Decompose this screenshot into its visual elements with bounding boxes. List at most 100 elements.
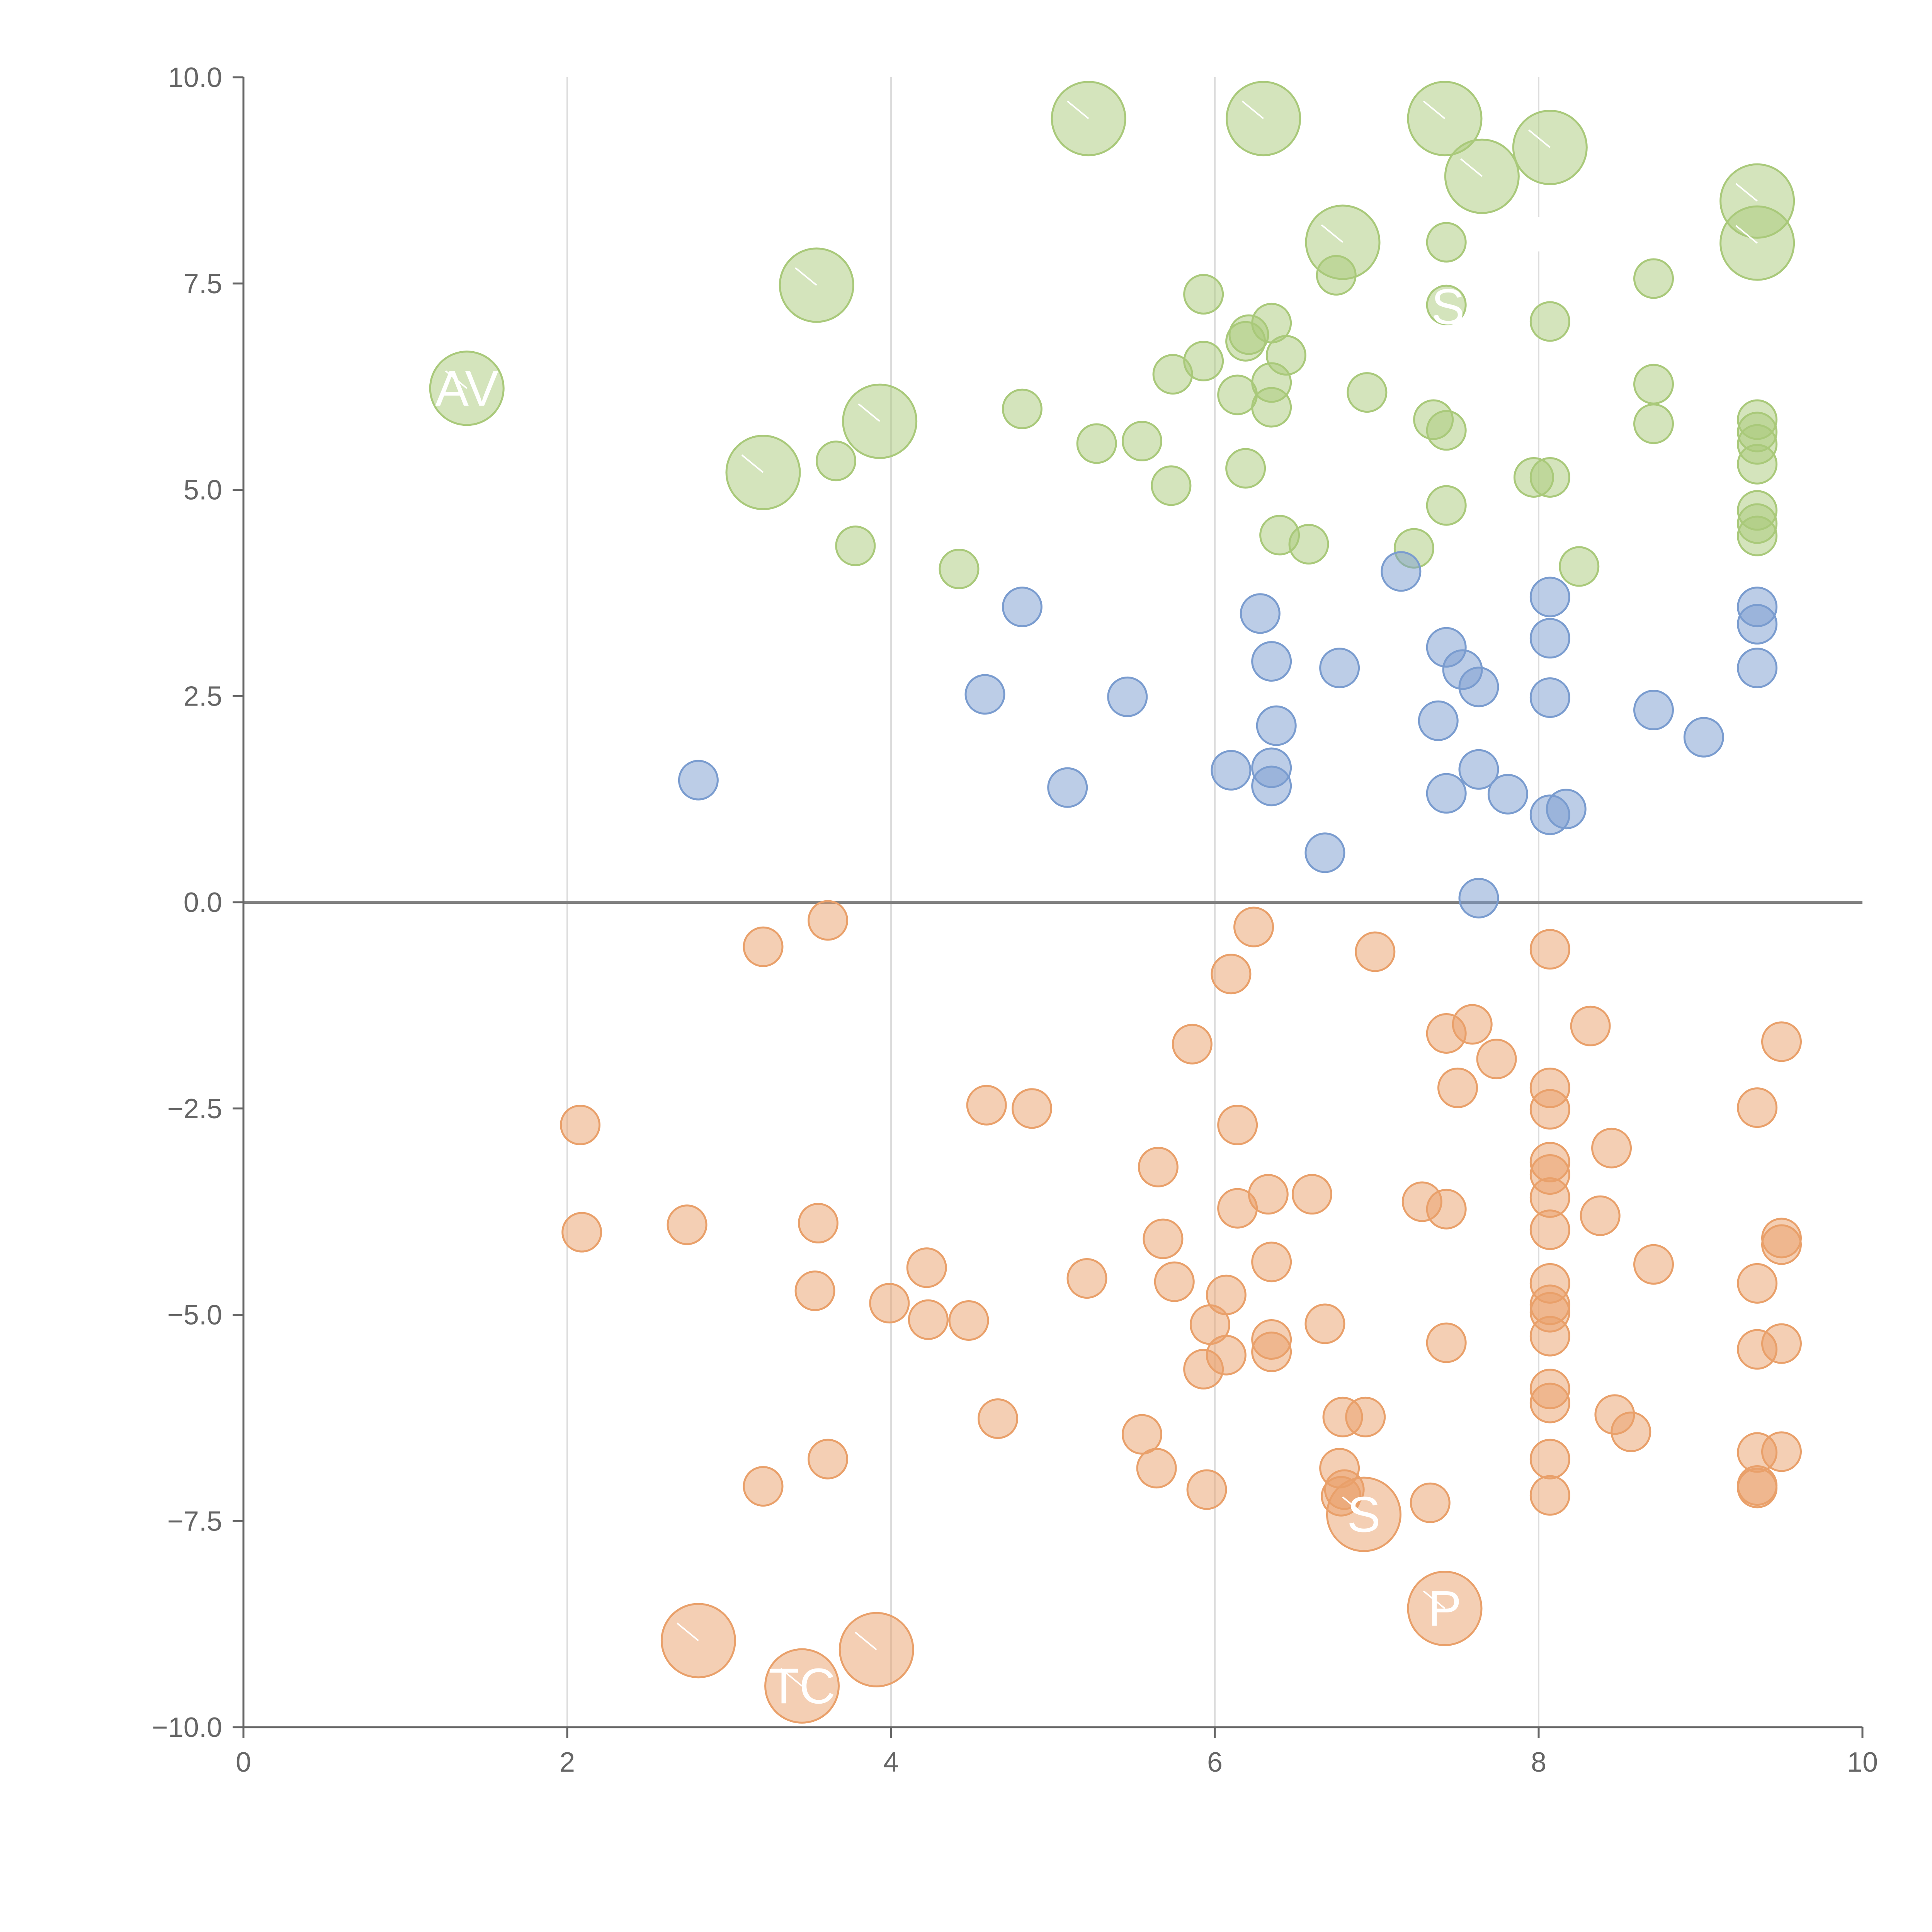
data-point-low <box>1186 1469 1227 1510</box>
data-point-low <box>1529 929 1570 970</box>
data-point-low <box>798 1203 838 1244</box>
data-point-high <box>1076 423 1117 464</box>
data-point-low <box>978 1398 1019 1439</box>
data-point-high <box>1559 546 1600 587</box>
y-tick-label: 5.0 <box>184 475 222 506</box>
data-point-mid <box>1251 765 1292 806</box>
data-point-low <box>1633 1244 1674 1285</box>
data-point-mid <box>1458 878 1499 918</box>
y-tick-label: 0.0 <box>184 887 222 918</box>
data-point-high <box>1225 321 1266 362</box>
data-point-mid <box>1529 577 1570 617</box>
label-leader-line <box>1423 100 1446 119</box>
data-point-high <box>1426 485 1467 526</box>
data-point-low <box>1211 954 1252 995</box>
data-point-low <box>1737 1263 1778 1304</box>
data-point-high <box>1121 421 1162 462</box>
data-point-mid <box>1633 690 1674 731</box>
data-point-high <box>1633 364 1674 405</box>
data-point-low <box>1291 1174 1332 1215</box>
x-tick-label: 6 <box>1207 1747 1223 1778</box>
data-point-high <box>1426 284 1467 325</box>
data-point-low <box>1121 1414 1162 1455</box>
data-point-mid <box>1418 700 1459 741</box>
data-point-low <box>1345 1396 1386 1437</box>
data-point-low <box>869 1283 910 1324</box>
label-leader-line <box>1735 225 1758 244</box>
data-point-low <box>1410 1482 1451 1523</box>
data-point-low <box>1529 1439 1570 1480</box>
y-tick-label: −10.0 <box>152 1712 222 1743</box>
data-point-low <box>1066 1258 1107 1299</box>
label-leader-line <box>1066 100 1089 119</box>
data-point-high <box>835 526 876 566</box>
data-point-mid <box>1381 551 1422 592</box>
data-point-high <box>1251 387 1292 428</box>
label-leader-line <box>1460 158 1483 177</box>
y-tick-label: −5.0 <box>167 1300 222 1331</box>
data-point-mid <box>1256 705 1297 746</box>
data-point-mid <box>1529 618 1570 659</box>
label-leader-line <box>677 1622 699 1641</box>
data-point-low <box>560 1104 601 1145</box>
data-point-high <box>1737 515 1778 556</box>
data-point-mid <box>1737 648 1778 689</box>
data-point-high <box>1529 457 1570 498</box>
label-leader-line <box>794 267 817 286</box>
data-point-mid <box>1251 641 1292 682</box>
data-point-mid <box>1107 676 1148 717</box>
label-leader-line <box>855 1631 877 1650</box>
data-point-high <box>1151 465 1192 506</box>
data-point-high <box>1426 222 1467 263</box>
data-point-low <box>908 1299 949 1340</box>
bubble-label: AV <box>435 360 498 417</box>
x-tick-label: 8 <box>1531 1747 1546 1778</box>
data-point-low <box>1737 1468 1778 1509</box>
label-leader-line <box>1735 183 1758 202</box>
data-point-low <box>1761 1224 1802 1265</box>
data-point-mid <box>1047 767 1088 808</box>
data-point-low <box>561 1212 602 1253</box>
data-point-low <box>966 1085 1007 1126</box>
data-point-low <box>1136 1448 1177 1489</box>
label-leader-line <box>1342 1496 1364 1515</box>
bubble-label: P <box>1428 1580 1462 1637</box>
data-point-mid <box>1529 677 1570 718</box>
data-point-low <box>1426 1322 1467 1363</box>
data-point-low <box>1143 1218 1184 1259</box>
data-point-low <box>1529 1475 1570 1516</box>
data-point-high <box>1002 388 1043 429</box>
data-point-high <box>1152 354 1193 395</box>
data-point-low <box>667 1204 707 1245</box>
data-point-low <box>1570 1005 1611 1046</box>
data-point-low <box>1761 1021 1802 1062</box>
bubble-label: S <box>1431 279 1465 335</box>
data-point-mid <box>1458 667 1499 707</box>
data-point-low <box>948 1300 989 1341</box>
data-point-low <box>1761 1323 1802 1364</box>
data-point-mid <box>1002 587 1043 628</box>
data-point-low <box>1476 1039 1517 1080</box>
data-point-mid <box>1683 717 1724 758</box>
data-point-mid <box>1319 648 1360 689</box>
data-point-low <box>1217 1104 1258 1145</box>
data-point-low <box>743 926 784 967</box>
data-point-low <box>1138 1146 1179 1187</box>
data-point-low <box>1529 1089 1570 1130</box>
data-point-low <box>1437 1067 1478 1108</box>
data-point-low <box>808 900 849 941</box>
data-point-high <box>1217 374 1258 415</box>
data-point-low <box>1580 1195 1621 1236</box>
x-tick-label: 0 <box>236 1747 251 1778</box>
data-points <box>429 81 1802 1724</box>
y-tick-label: 7.5 <box>184 269 222 299</box>
data-point-low <box>1012 1088 1053 1129</box>
y-tick-label: 10.0 <box>168 62 222 93</box>
data-point-low <box>1172 1024 1213 1065</box>
data-point-high <box>1183 274 1224 315</box>
y-tick-label: −2.5 <box>167 1094 222 1124</box>
label-leader-line <box>1423 1590 1446 1609</box>
label-leader-line <box>1242 100 1264 119</box>
